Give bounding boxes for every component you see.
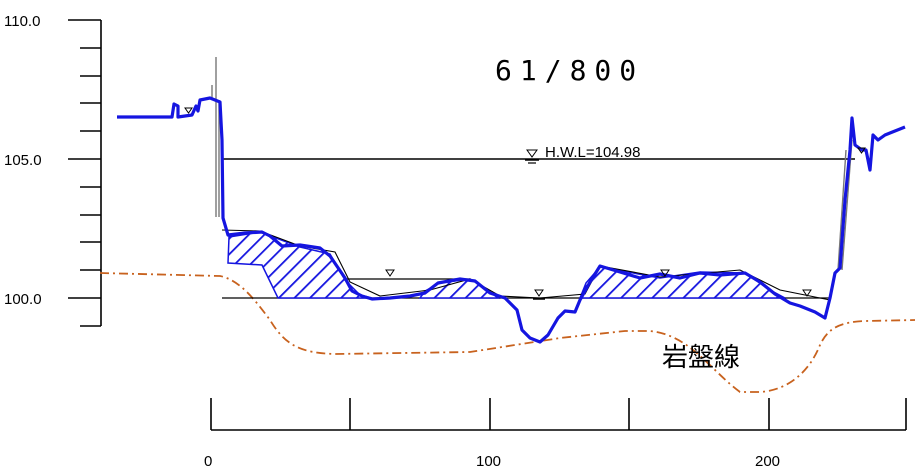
water-level-marker-icon <box>184 107 866 300</box>
left-bank-structure <box>211 57 220 217</box>
x-axis: 0 100 200 <box>204 398 907 470</box>
excavation-area-right <box>578 266 786 299</box>
y-label-105: 105.0 <box>4 152 42 169</box>
y-axis: 110.0 105.0 100.0 <box>4 13 102 327</box>
y-label-100: 100.0 <box>4 291 42 308</box>
hwl-label: H.W.L=104.98 <box>545 144 640 161</box>
section-title: 61/800 <box>495 54 644 87</box>
ground-profile-line <box>117 96 906 344</box>
x-label-100: 100 <box>476 453 501 470</box>
x-label-0: 0 <box>204 453 212 470</box>
y-label-110: 110.0 <box>4 13 40 30</box>
bedrock-line <box>99 272 916 393</box>
bedrock-label: 岩盤線 <box>662 343 740 373</box>
hwl-marker-icon <box>525 149 539 164</box>
x-label-200: 200 <box>755 453 780 470</box>
